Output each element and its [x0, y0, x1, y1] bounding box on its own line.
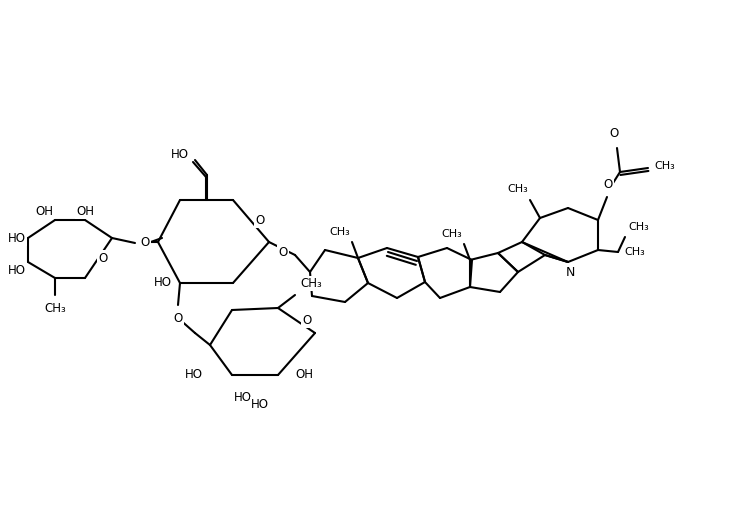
Text: O: O — [255, 214, 265, 226]
Text: CH₃: CH₃ — [507, 184, 528, 194]
Text: HO: HO — [185, 369, 203, 381]
Text: O: O — [173, 312, 183, 325]
Text: OH: OH — [35, 205, 53, 218]
Text: HO: HO — [8, 264, 26, 277]
Text: HO: HO — [171, 148, 189, 161]
Text: HO: HO — [154, 276, 172, 289]
Text: CH₃: CH₃ — [44, 302, 66, 315]
Text: O: O — [140, 236, 149, 248]
Text: CH₃: CH₃ — [329, 227, 350, 237]
Text: HO: HO — [234, 391, 252, 404]
Text: OH: OH — [76, 205, 94, 218]
Text: O: O — [302, 313, 312, 327]
Text: HO: HO — [251, 398, 269, 411]
Text: O: O — [98, 251, 107, 265]
Text: CH₃: CH₃ — [624, 247, 645, 257]
Text: O: O — [604, 178, 612, 191]
Text: CH₃: CH₃ — [300, 277, 322, 290]
Text: N: N — [565, 266, 574, 279]
Text: O: O — [609, 127, 618, 140]
Text: CH₃: CH₃ — [628, 222, 649, 232]
Text: HO: HO — [8, 231, 26, 245]
Text: CH₃: CH₃ — [441, 229, 462, 239]
Text: HO: HO — [171, 150, 189, 162]
Text: OH: OH — [295, 369, 313, 381]
Text: CH₃: CH₃ — [654, 161, 674, 171]
Text: O: O — [278, 246, 288, 259]
